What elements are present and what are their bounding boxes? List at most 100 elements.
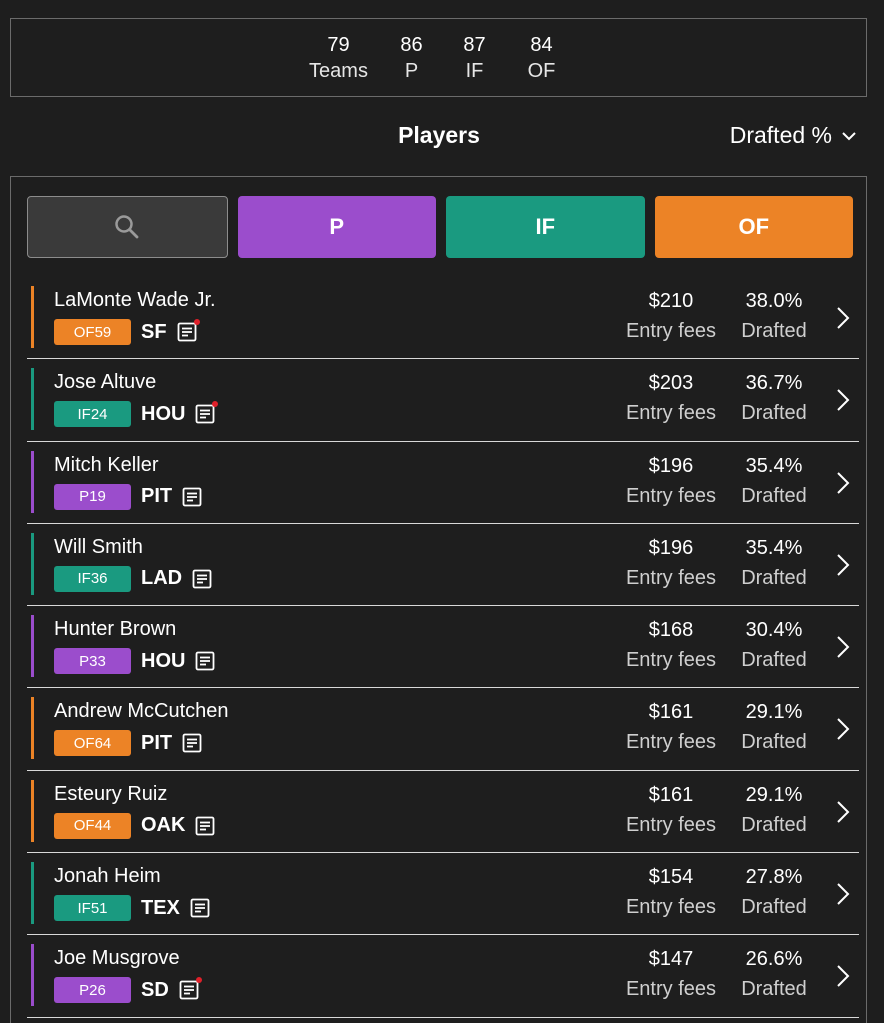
player-row[interactable]: Esteury Ruiz OF44 OAK $161 Entry fees 29… [27, 771, 859, 854]
position-rank-badge: OF64 [54, 730, 131, 757]
notes-icon[interactable] [177, 319, 200, 342]
drafted-value: 38.0% [745, 290, 803, 312]
players-header: Players Drafted % [0, 112, 884, 162]
position-color-bar [31, 862, 34, 925]
team-abbrev: SD [141, 978, 169, 1001]
chevron-right-icon [837, 801, 850, 823]
drafted-percent: 35.4% Drafted [729, 452, 819, 512]
team-abbrev: LAD [141, 567, 183, 590]
team-abbrev: OAK [141, 814, 186, 837]
entry-fees-label: Entry fees [625, 978, 717, 1001]
position-color-bar [31, 944, 34, 1007]
position-rank-badge: OF59 [54, 319, 131, 345]
team-abbrev: HOU [141, 649, 186, 672]
position-rank-badge: IF24 [54, 401, 131, 428]
player-row[interactable]: Jonah Heim IF51 TEX $154 Entry fees 27.8… [27, 853, 859, 936]
drafted-value: 26.6% [745, 948, 803, 971]
drafted-value: 35.4% [745, 454, 803, 477]
chevron-right-icon [837, 883, 850, 905]
chevron-right-icon [837, 554, 850, 576]
players-panel: P IF OF LaMonte Wade Jr. OF59 SF $210 En… [10, 176, 867, 1023]
chevron-right-icon [837, 636, 850, 658]
entry-fees-value: $168 [648, 619, 694, 642]
entry-fees: $203 Entry fees [616, 369, 726, 429]
entry-fees: $196 Entry fees [616, 452, 726, 512]
filter-if-button[interactable]: IF [446, 196, 645, 258]
stats-row: 79 Teams 86 P 87 IF 84 OF [294, 32, 574, 84]
player-name: Esteury Ruiz [54, 782, 168, 805]
chevron-right-icon [837, 307, 850, 329]
stat-label: Teams [309, 59, 368, 82]
player-name: Joe Musgrove [54, 947, 180, 970]
entry-fees-label: Entry fees [625, 813, 717, 836]
note-alert-dot [195, 977, 202, 984]
chevron-right-icon [837, 389, 850, 412]
player-row[interactable]: Hunter Brown P33 HOU $168 Entry fees 30.… [27, 606, 859, 689]
entry-fees-label: Entry fees [625, 320, 717, 342]
search-button[interactable] [27, 196, 228, 258]
entry-fees-value: $161 [648, 783, 694, 806]
team-abbrev: SF [141, 320, 167, 343]
drafted-percent: 29.1% Drafted [729, 698, 819, 758]
notes-icon[interactable] [179, 977, 202, 1000]
entry-fees: $161 Entry fees [616, 698, 726, 758]
stat-value: 86 [400, 33, 423, 56]
entry-fees: $210 Entry fees [616, 287, 726, 347]
player-row[interactable]: Will Smith IF36 LAD $196 Entry fees 35.4… [27, 524, 859, 607]
drafted-value: 35.4% [745, 536, 803, 559]
team-abbrev: TEX [141, 896, 180, 919]
entry-fees-label: Entry fees [625, 484, 717, 507]
player-name: LaMonte Wade Jr. [54, 289, 216, 311]
filter-p-button[interactable]: P [237, 196, 436, 258]
player-list: LaMonte Wade Jr. OF59 SF $210 Entry fees… [27, 277, 859, 1018]
notes-icon[interactable] [192, 569, 212, 589]
entry-fees: $161 Entry fees [616, 781, 726, 841]
player-row[interactable]: Mitch Keller P19 PIT $196 Entry fees 35.… [27, 442, 859, 524]
drafted-percent: 29.1% Drafted [729, 781, 819, 841]
drafted-label: Drafted [741, 649, 807, 672]
player-row[interactable]: LaMonte Wade Jr. OF59 SF $210 Entry fees… [27, 277, 859, 360]
drafted-percent: 30.4% Drafted [729, 616, 819, 676]
player-row[interactable]: Andrew McCutchen OF64 PIT $161 Entry fee… [27, 688, 859, 771]
drafted-percent: 35.4% Drafted [729, 534, 819, 594]
drafted-label: Drafted [741, 402, 807, 425]
player-name: Andrew McCutchen [54, 700, 229, 723]
position-color-bar [31, 532, 34, 595]
entry-fees-value: $161 [648, 701, 694, 724]
entry-fees-label: Entry fees [625, 896, 717, 919]
player-meta: IF36 LAD [54, 565, 212, 592]
notes-icon[interactable] [195, 401, 219, 424]
notes-icon[interactable] [190, 898, 210, 918]
notes-icon[interactable] [182, 487, 202, 507]
note-alert-dot [193, 319, 200, 325]
position-rank-badge: P33 [54, 648, 131, 675]
player-row[interactable]: Joe Musgrove P26 SD $147 Entry fees 26.6… [27, 935, 859, 1018]
position-filters: P IF OF [27, 196, 853, 258]
position-color-bar [31, 286, 34, 348]
team-abbrev: HOU [141, 402, 186, 425]
sort-label: Drafted % [729, 122, 832, 148]
player-row[interactable]: Jose Altuve IF24 HOU $203 Entry fees 36.… [27, 359, 859, 442]
notes-icon[interactable] [195, 651, 215, 671]
stat-pitchers: 86 P [384, 32, 440, 84]
player-meta: IF24 HOU [54, 401, 219, 428]
drafted-label: Drafted [741, 484, 807, 507]
search-icon [115, 215, 139, 239]
team-abbrev: PIT [141, 485, 173, 508]
entry-fees-value: $210 [648, 290, 694, 312]
entry-fees: $168 Entry fees [616, 616, 726, 676]
filter-of-button[interactable]: OF [654, 196, 853, 258]
player-name: Will Smith [54, 535, 143, 558]
sort-dropdown[interactable]: Drafted % [730, 122, 858, 149]
position-color-bar [31, 368, 34, 431]
stat-label: P [404, 59, 419, 82]
page-title: Players [398, 122, 480, 148]
player-name: Jose Altuve [54, 371, 157, 394]
notes-icon[interactable] [195, 816, 215, 836]
stat-label: OF [527, 59, 556, 82]
position-rank-badge: IF36 [54, 565, 131, 592]
notes-icon[interactable] [182, 733, 202, 753]
entry-fees-value: $203 [648, 372, 694, 395]
player-meta: P26 SD [54, 977, 202, 1004]
player-meta: IF51 TEX [54, 895, 210, 922]
